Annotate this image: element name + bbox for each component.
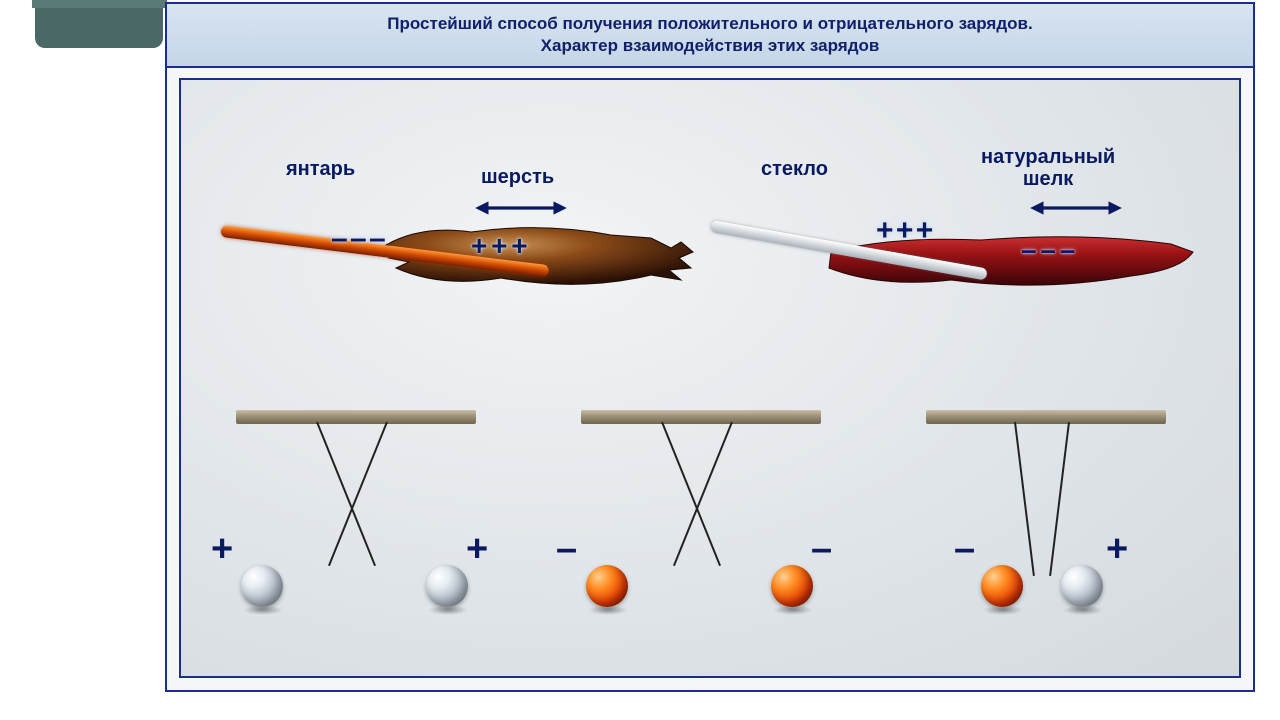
amber-neg-signs: – – – [331, 222, 383, 256]
charge-sign: + [466, 530, 488, 568]
label-amber: янтарь [286, 158, 355, 181]
support-bar [236, 410, 476, 424]
pendulum-group-2: –– [561, 410, 841, 630]
thread [1014, 422, 1035, 576]
charge-sign: – [954, 530, 975, 568]
title-line-1: Простейший способ получения положительно… [387, 13, 1032, 35]
arrow-right [1021, 198, 1131, 218]
silk-neg-signs: – – – [1021, 234, 1073, 266]
glass-pos-signs: + + + [876, 214, 930, 248]
side-decoration [32, 0, 167, 60]
title-line-2: Характер взаимодействия этих зарядов [541, 35, 880, 57]
charge-sign: + [211, 530, 233, 568]
charge-sign: – [556, 530, 577, 568]
charged-ball-grey [241, 565, 283, 607]
pendulum-group-1: ++ [216, 410, 496, 630]
pendulum-group-3: –+ [906, 410, 1186, 630]
charged-ball-grey [1061, 565, 1103, 607]
title-bar: Простейший способ получения положительно… [167, 4, 1253, 68]
wool-pos-signs: + + + [471, 230, 526, 262]
label-silk-line1: натуральный [981, 146, 1115, 168]
charged-ball-orange [981, 565, 1023, 607]
label-glass: стекло [761, 158, 828, 181]
thread [1049, 422, 1070, 576]
charge-sign: – [811, 530, 832, 568]
label-silk: натуральный шелк [981, 146, 1115, 190]
charged-ball-orange [586, 565, 628, 607]
charge-sign: + [1106, 530, 1128, 568]
charged-ball-orange [771, 565, 813, 607]
label-silk-line2: шелк [1023, 168, 1074, 190]
thread [661, 422, 721, 566]
charged-ball-grey [426, 565, 468, 607]
diagram-frame: янтарь шерсть стекло натуральный шелк [179, 78, 1241, 678]
arrow-left [466, 198, 576, 218]
thread [328, 422, 388, 566]
thread [673, 422, 733, 566]
support-bar [581, 410, 821, 424]
support-bar [926, 410, 1166, 424]
thread [316, 422, 376, 566]
label-wool: шерсть [481, 166, 554, 189]
outer-frame: Простейший способ получения положительно… [165, 2, 1255, 692]
diagram-area: янтарь шерсть стекло натуральный шелк [181, 80, 1239, 676]
